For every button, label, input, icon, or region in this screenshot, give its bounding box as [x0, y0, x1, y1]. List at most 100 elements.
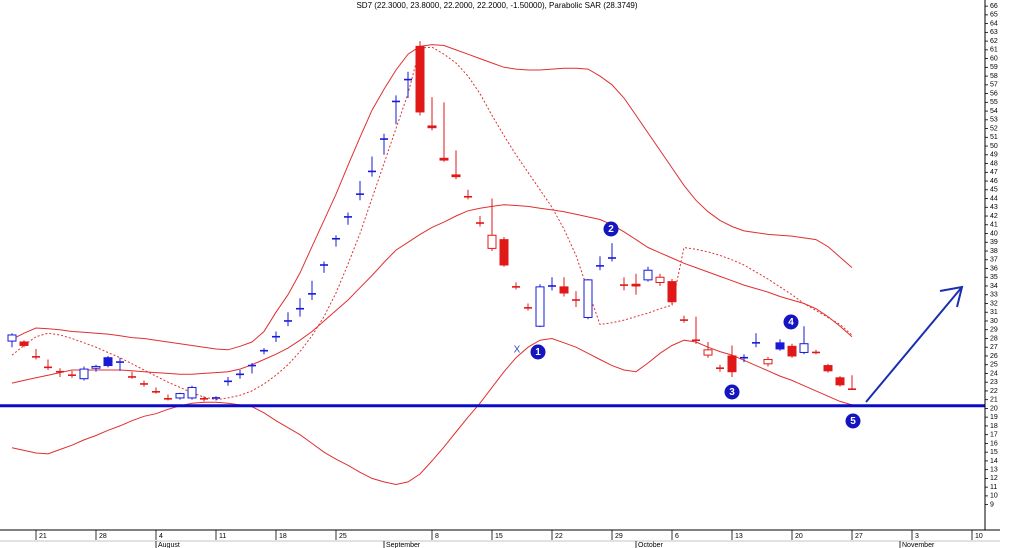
trend-arrow [865, 286, 963, 403]
x-tick-label: 22 [555, 533, 563, 540]
y-tick-label: 64 [990, 20, 998, 27]
candle-body [79, 368, 89, 380]
y-tick-label: 58 [990, 73, 998, 80]
candle-body [823, 365, 833, 372]
candle-body [643, 269, 653, 281]
y-tick-label: 42 [990, 213, 998, 220]
candle-body [763, 358, 773, 365]
y-tick-label: 49 [990, 152, 998, 159]
y-tick-label: 14 [990, 458, 998, 465]
annotation-marker [724, 384, 740, 400]
band-line [11, 204, 853, 384]
candle-body [787, 345, 797, 357]
x-tick-label: 4 [159, 533, 163, 540]
candle-body [799, 343, 809, 353]
x-tick-label: 25 [339, 533, 347, 540]
candle-body [175, 393, 185, 399]
x-tick-label: 21 [39, 533, 47, 540]
month-label: October [638, 542, 664, 548]
arrow-head [939, 285, 964, 308]
y-tick-label: 48 [990, 160, 998, 167]
candle-body [487, 234, 497, 249]
candle-body [631, 283, 641, 287]
y-tick-label: 10 [990, 493, 998, 500]
y-tick-label: 56 [990, 90, 998, 97]
y-tick-label: 18 [990, 423, 998, 430]
plot-area [0, 41, 985, 486]
month-label: September [386, 542, 421, 548]
y-tick-label: 61 [990, 47, 998, 54]
y-tick-label: 26 [990, 353, 998, 360]
y-tick-label: 39 [990, 239, 998, 246]
candle-body [667, 281, 677, 303]
x-tick-label: 20 [795, 533, 803, 540]
y-tick-label: 34 [990, 283, 998, 290]
annotation-marker [530, 344, 546, 360]
y-tick-label: 38 [990, 248, 998, 255]
annotation-text: X [514, 345, 521, 356]
y-tick-label: 9 [990, 501, 994, 508]
x-tick-label: 8 [435, 533, 439, 540]
y-tick-label: 28 [990, 335, 998, 342]
y-tick-label: 12 [990, 475, 998, 482]
y-tick-label: 36 [990, 265, 998, 272]
y-tick-label: 46 [990, 178, 998, 185]
annotation-marker [845, 413, 861, 429]
candle-body [7, 334, 17, 342]
y-tick-label: 37 [990, 257, 998, 264]
annotation-text: 1 [535, 347, 541, 358]
x-tick-label: 18 [279, 533, 287, 540]
candle-body [415, 45, 425, 113]
y-tick-label: 21 [990, 397, 998, 404]
candle-body [835, 377, 845, 386]
y-tick-label: 60 [990, 55, 998, 62]
y-tick-label: 27 [990, 344, 998, 351]
candle-body [499, 239, 509, 266]
candle-body [655, 276, 665, 283]
annotation-text: 5 [850, 416, 856, 427]
y-tick-label: 41 [990, 222, 998, 229]
y-tick-label: 54 [990, 108, 998, 115]
candle-body [559, 286, 569, 294]
annotation-marker [783, 314, 799, 330]
y-tick-label: 35 [990, 274, 998, 281]
y-tick-label: 47 [990, 169, 998, 176]
x-tick-label: 11 [219, 533, 226, 540]
y-tick-label: 40 [990, 230, 998, 237]
y-tick-label: 33 [990, 292, 998, 299]
candle-body [187, 386, 197, 399]
x-tick-label: 13 [735, 533, 743, 540]
candle-body [583, 279, 593, 318]
y-tick-label: 50 [990, 143, 998, 150]
candle-body [451, 174, 461, 178]
y-tick-label: 25 [990, 362, 998, 369]
y-tick-label: 63 [990, 29, 998, 36]
x-tick-label: 29 [615, 533, 623, 540]
candle-body [535, 286, 545, 327]
x-tick-label: 10 [975, 533, 983, 540]
annotation-text: 4 [788, 317, 794, 328]
candle-body [703, 349, 713, 356]
y-tick-label: 62 [990, 38, 998, 45]
y-tick-label: 16 [990, 440, 998, 447]
candle-body [91, 365, 101, 369]
y-tick-label: 44 [990, 195, 998, 202]
y-tick-label: 24 [990, 370, 998, 377]
y-tick-label: 66 [990, 3, 998, 10]
candle-body [19, 341, 29, 346]
x-tick-label: 15 [495, 533, 503, 540]
y-tick-label: 19 [990, 414, 998, 421]
y-tick-label: 20 [990, 405, 998, 412]
annotation-text: 2 [608, 224, 614, 235]
y-tick-label: 11 [990, 484, 997, 491]
candle-body [103, 357, 113, 367]
y-tick-label: 13 [990, 466, 998, 473]
y-tick-label: 30 [990, 318, 998, 325]
y-tick-label: 22 [990, 388, 998, 395]
y-tick-label: 51 [990, 134, 998, 141]
x-tick-label: 28 [99, 533, 107, 540]
candle-body [775, 342, 785, 350]
